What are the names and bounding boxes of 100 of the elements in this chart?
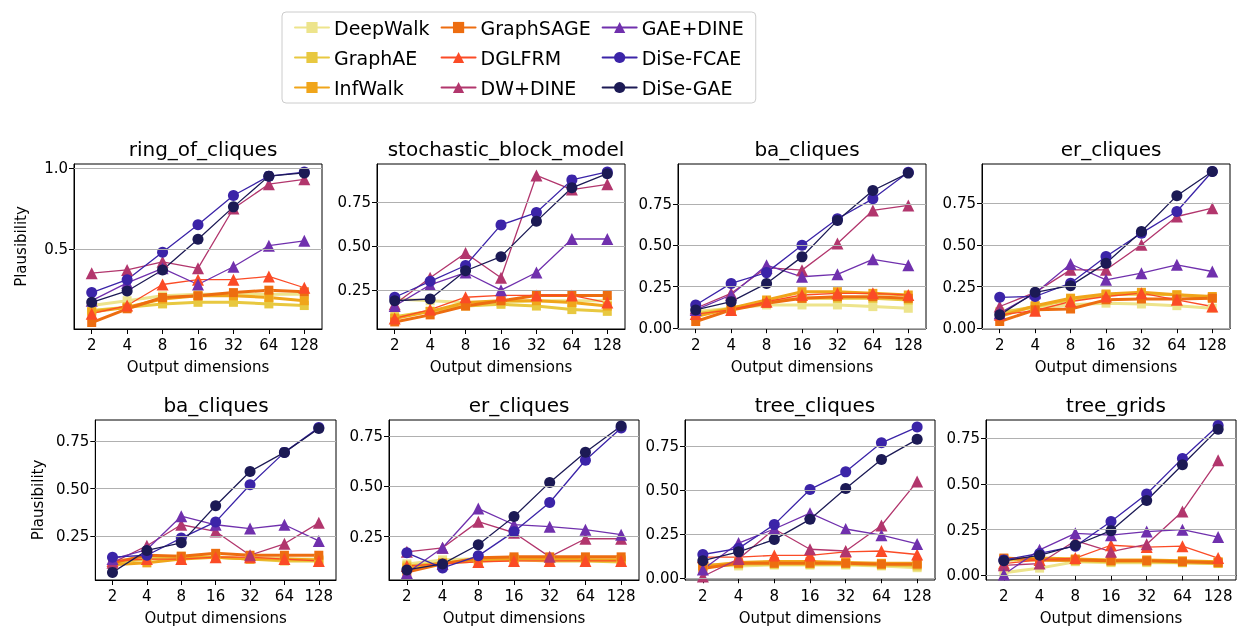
x-tick-label: 32: [223, 335, 243, 354]
y-tick-label: 0.75: [946, 429, 980, 448]
y-tick-label: 0.50: [337, 237, 371, 256]
chart-title: ba_cliques: [163, 393, 269, 417]
x-tick-label: 64: [1167, 335, 1187, 354]
x-axis-title: Output dimensions: [429, 357, 573, 376]
x-tick-label: 8: [1070, 586, 1081, 605]
x-tick-label: 8: [157, 335, 168, 354]
x-tick-label: 2: [86, 335, 97, 354]
x-axis-title: Output dimensions: [738, 608, 882, 627]
x-tick-label: 4: [122, 335, 132, 354]
y-tick-label: 0.50: [645, 481, 679, 500]
x-tick-label: 32: [240, 586, 260, 605]
chart-title: ring_of_cliques: [128, 137, 278, 161]
y-tick-label: 0.50: [349, 477, 383, 496]
y-tick-label: 0.75: [638, 194, 672, 213]
y-tick-label: 0.50: [946, 475, 980, 493]
y-tick-label: 0.25: [337, 281, 371, 300]
x-tick-label: 2: [402, 586, 412, 605]
x-tick-label: 2: [389, 335, 400, 354]
x-axis-title: Output dimensions: [1034, 357, 1178, 376]
x-tick-label: 8: [761, 335, 772, 354]
x-tick-label: 64: [863, 335, 883, 354]
legend-label: DiSe-GAE: [641, 76, 733, 99]
y-tick-label: 0.75: [942, 194, 976, 213]
x-tick-label: 128: [606, 586, 636, 605]
y-axis-title: Plausibility: [11, 206, 30, 287]
y-tick-label: 0.5: [44, 239, 68, 258]
x-tick-label: 16: [491, 335, 511, 354]
x-tick-label: 64: [274, 586, 294, 605]
y-tick-label: 0.25: [946, 520, 980, 539]
x-tick-label: 16: [1096, 335, 1116, 354]
x-axis-title: Output dimensions: [1039, 608, 1183, 627]
legend-label: DiSe-FCAE: [641, 46, 742, 69]
x-tick-label: 32: [1137, 586, 1157, 605]
chart-title: er_cliques: [1060, 137, 1162, 161]
y-tick-label: 0.25: [55, 527, 90, 546]
legend-label: DW+DINE: [480, 76, 577, 99]
legend-label: InfWalk: [334, 76, 404, 99]
x-tick-label: 4: [425, 335, 435, 354]
y-tick-label: 0.75: [645, 437, 679, 456]
chart-title: ba_cliques: [754, 137, 860, 161]
y-tick-label: 0.00: [946, 566, 980, 585]
x-tick-label: 128: [902, 586, 932, 605]
y-tick-label: 0.50: [638, 236, 672, 255]
y-tick-label: 0.75: [55, 431, 90, 450]
legend-label: DeepWalk: [334, 16, 430, 39]
x-tick-label: 64: [1172, 586, 1192, 605]
x-tick-label: 8: [473, 586, 484, 605]
x-tick-label: 16: [206, 586, 226, 605]
x-tick-label: 2: [994, 335, 1005, 354]
x-tick-label: 4: [1034, 586, 1045, 605]
x-axis-title: Output dimensions: [126, 357, 270, 376]
x-tick-label: 64: [575, 586, 595, 605]
x-tick-label: 32: [1131, 335, 1151, 354]
x-tick-label: 128: [289, 335, 319, 354]
x-tick-label: 2: [999, 586, 1009, 605]
x-tick-label: 8: [769, 586, 780, 605]
x-tick-label: 2: [107, 586, 118, 605]
x-tick-label: 16: [504, 586, 524, 605]
x-tick-label: 128: [592, 335, 622, 354]
x-tick-label: 8: [1065, 335, 1076, 354]
x-axis-title: Output dimensions: [730, 357, 874, 376]
x-tick-label: 32: [827, 335, 847, 354]
chart-title: stochastic_block_model: [387, 137, 625, 161]
x-axis-title: Output dimensions: [144, 608, 288, 627]
x-tick-label: 128: [1197, 335, 1227, 354]
x-tick-label: 8: [176, 586, 187, 605]
x-tick-label: 128: [893, 335, 923, 354]
x-tick-label: 4: [142, 586, 152, 605]
y-tick-label: 0.50: [55, 479, 90, 498]
y-tick-label: 0.75: [349, 427, 383, 446]
x-tick-label: 4: [726, 335, 736, 354]
x-tick-label: 4: [437, 586, 448, 605]
y-tick-label: 0.25: [638, 277, 672, 296]
legend-label: GraphAE: [334, 46, 418, 69]
x-tick-label: 64: [562, 335, 582, 354]
x-tick-label: 32: [836, 586, 856, 605]
x-tick-label: 32: [526, 335, 546, 354]
y-tick-label: 0.00: [638, 319, 672, 338]
y-tick-label: 0.25: [942, 277, 976, 296]
y-tick-label: 0.25: [645, 525, 679, 544]
x-tick-label: 4: [733, 586, 744, 605]
x-tick-label: 32: [540, 586, 560, 605]
x-tick-label: 16: [800, 586, 820, 605]
chart-title: tree_cliques: [754, 393, 876, 417]
chart-title: er_cliques: [468, 393, 570, 417]
legend-label: DGLFRM: [480, 46, 562, 69]
x-axis-title: Output dimensions: [442, 608, 586, 627]
y-tick-label: 0.00: [645, 569, 679, 588]
x-tick-label: 2: [698, 586, 708, 605]
x-tick-label: 128: [1203, 586, 1233, 605]
y-tick-label: 0.50: [942, 235, 976, 254]
legend-label: GAE+DINE: [641, 16, 744, 39]
x-tick-label: 16: [188, 335, 208, 354]
x-tick-label: 4: [1030, 335, 1040, 354]
x-tick-label: 2: [690, 335, 701, 354]
x-tick-label: 16: [792, 335, 812, 354]
y-tick-label: 1.0: [44, 159, 68, 178]
y-tick-label: 0.25: [349, 527, 383, 546]
